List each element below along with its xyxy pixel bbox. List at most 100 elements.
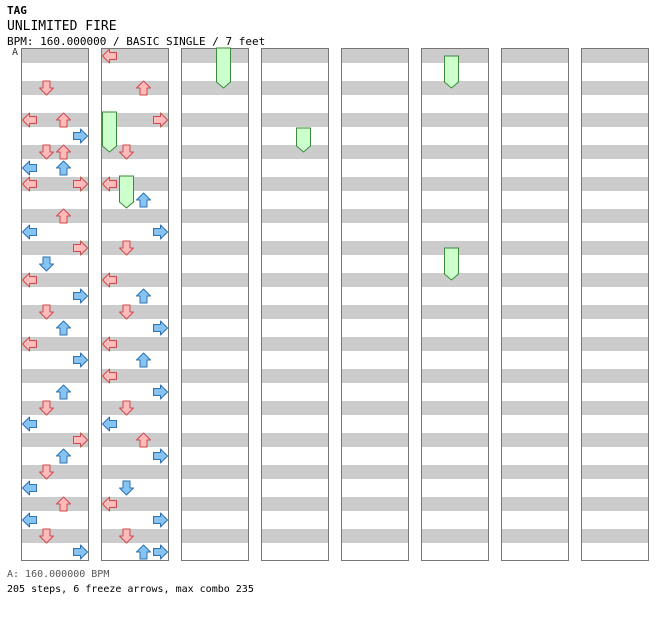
beat-band bbox=[421, 369, 489, 383]
beat-band bbox=[101, 433, 169, 447]
step-arrow-up bbox=[56, 496, 71, 512]
beat-band bbox=[181, 305, 249, 319]
column-border bbox=[581, 48, 649, 561]
beat-band bbox=[421, 81, 489, 95]
beat-band bbox=[581, 209, 649, 223]
chart-column bbox=[341, 48, 409, 561]
step-arrow-down bbox=[119, 480, 134, 496]
beat-band bbox=[581, 433, 649, 447]
step-arrow-down bbox=[119, 144, 134, 160]
freeze-arrow bbox=[444, 247, 459, 281]
beat-band bbox=[501, 433, 569, 447]
freeze-arrow bbox=[119, 175, 134, 209]
freeze-arrow bbox=[444, 55, 459, 89]
beat-band bbox=[341, 529, 409, 543]
bpm-legend: A: 160.000000 BPM bbox=[7, 569, 110, 580]
beat-band bbox=[261, 465, 329, 479]
step-arrow-left bbox=[22, 336, 37, 352]
beat-band bbox=[21, 81, 89, 95]
beat-band bbox=[261, 337, 329, 351]
beat-band bbox=[181, 81, 249, 95]
beat-band bbox=[181, 49, 249, 63]
step-arrow-up bbox=[56, 208, 71, 224]
beat-band bbox=[101, 529, 169, 543]
step-arrow-down bbox=[39, 528, 54, 544]
beat-band bbox=[421, 113, 489, 127]
step-arrow-up bbox=[136, 288, 151, 304]
step-arrow-right bbox=[73, 128, 88, 144]
step-arrow-left bbox=[102, 416, 117, 432]
beat-band bbox=[581, 177, 649, 191]
beat-band bbox=[181, 177, 249, 191]
step-arrow-left bbox=[102, 176, 117, 192]
beat-band bbox=[341, 177, 409, 191]
step-arrow-down bbox=[39, 464, 54, 480]
step-arrow-up bbox=[56, 112, 71, 128]
beat-band bbox=[181, 433, 249, 447]
beat-band bbox=[261, 273, 329, 287]
freeze-arrow bbox=[102, 111, 117, 153]
beat-band bbox=[261, 81, 329, 95]
beat-band bbox=[181, 401, 249, 415]
beat-band bbox=[101, 209, 169, 223]
song-artist: TAG bbox=[7, 4, 27, 17]
beat-band bbox=[501, 497, 569, 511]
step-arrow-right bbox=[73, 176, 88, 192]
beat-band bbox=[101, 49, 169, 63]
beat-band bbox=[21, 145, 89, 159]
beat-band bbox=[501, 369, 569, 383]
beat-band bbox=[421, 401, 489, 415]
beat-band bbox=[21, 529, 89, 543]
step-arrow-right bbox=[153, 384, 168, 400]
step-arrow-right bbox=[73, 432, 88, 448]
chart-column bbox=[181, 48, 249, 561]
step-arrow-down bbox=[39, 80, 54, 96]
step-arrow-left bbox=[22, 176, 37, 192]
step-arrow-up bbox=[136, 432, 151, 448]
beat-band bbox=[421, 529, 489, 543]
beat-band bbox=[181, 273, 249, 287]
step-arrow-left bbox=[102, 48, 117, 64]
beat-band bbox=[181, 145, 249, 159]
beat-band bbox=[261, 113, 329, 127]
beat-band bbox=[101, 273, 169, 287]
step-arrow-down bbox=[39, 304, 54, 320]
beat-band bbox=[421, 145, 489, 159]
step-arrow-right bbox=[153, 224, 168, 240]
beat-band bbox=[101, 81, 169, 95]
freeze-arrow bbox=[296, 127, 311, 153]
beat-band bbox=[421, 433, 489, 447]
beat-band bbox=[581, 497, 649, 511]
step-arrow-right bbox=[153, 320, 168, 336]
column-border bbox=[341, 48, 409, 561]
step-arrow-left bbox=[22, 480, 37, 496]
beat-band bbox=[181, 369, 249, 383]
beat-band bbox=[341, 401, 409, 415]
beat-band bbox=[21, 49, 89, 63]
beat-band bbox=[181, 529, 249, 543]
step-arrow-right bbox=[153, 112, 168, 128]
beat-band bbox=[101, 465, 169, 479]
beat-band bbox=[21, 305, 89, 319]
chart-info: BPM: 160.000000 / BASIC SINGLE / 7 feet bbox=[7, 35, 266, 48]
beat-band bbox=[341, 465, 409, 479]
beat-band bbox=[181, 337, 249, 351]
beat-band bbox=[101, 241, 169, 255]
beat-band bbox=[421, 465, 489, 479]
step-chart bbox=[21, 47, 649, 561]
step-arrow-right bbox=[153, 512, 168, 528]
step-arrow-up bbox=[136, 80, 151, 96]
step-arrow-down bbox=[119, 304, 134, 320]
beat-band bbox=[21, 209, 89, 223]
beat-band bbox=[21, 177, 89, 191]
beat-band bbox=[421, 273, 489, 287]
step-arrow-up bbox=[56, 448, 71, 464]
beat-band bbox=[261, 497, 329, 511]
chart-stats: 205 steps, 6 freeze arrows, max combo 23… bbox=[7, 584, 254, 595]
beat-band bbox=[501, 145, 569, 159]
step-arrow-left bbox=[22, 416, 37, 432]
beat-band bbox=[21, 401, 89, 415]
beat-band bbox=[341, 369, 409, 383]
beat-band bbox=[581, 49, 649, 63]
beat-band bbox=[501, 273, 569, 287]
